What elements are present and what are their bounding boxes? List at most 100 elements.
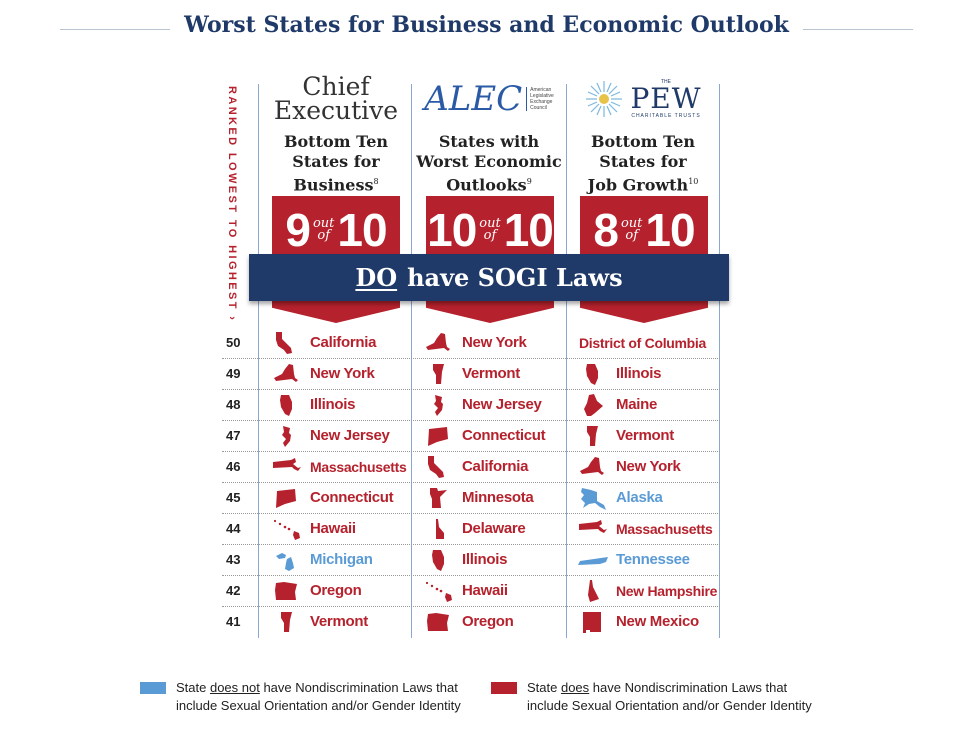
state-name: Connecticut xyxy=(462,427,546,444)
table-row: 42 Oregon Hawaii New Hampshire xyxy=(222,575,720,606)
row-divider xyxy=(222,451,720,452)
score-jobs: 8 out of 10 xyxy=(593,204,695,256)
state-cell: Vermont xyxy=(272,606,368,637)
state-cell: New York xyxy=(578,451,681,482)
massachusetts-shape-icon xyxy=(578,517,608,541)
state-cell: New York xyxy=(424,327,527,358)
rank-number: 45 xyxy=(226,490,241,505)
state-cell: New York xyxy=(272,358,375,389)
row-divider xyxy=(222,389,720,390)
state-cell: District of Columbia xyxy=(579,327,706,358)
column-divider xyxy=(719,84,720,638)
oregon-shape-icon xyxy=(272,579,302,603)
state-name: Vermont xyxy=(310,613,368,630)
rank-number: 42 xyxy=(226,583,241,598)
column-heading-outlook: States with Worst Economic Outlooks9 xyxy=(416,132,562,195)
state-cell: Tennessee xyxy=(578,544,690,575)
state-cell: Vermont xyxy=(578,420,674,451)
table-row: 41 Vermont Oregon New Mexico xyxy=(222,606,720,637)
state-cell: California xyxy=(424,451,528,482)
illinois-shape-icon xyxy=(424,548,454,572)
state-name: Illinois xyxy=(310,396,356,413)
sogi-banner: DO have SOGI Laws xyxy=(249,254,729,301)
row-divider xyxy=(222,482,720,483)
california-shape-icon xyxy=(272,331,302,355)
state-name: New Mexico xyxy=(616,613,699,630)
table-row: 49 New York Vermont Illinois xyxy=(222,358,720,389)
row-divider xyxy=(222,544,720,545)
state-name: District of Columbia xyxy=(579,334,707,351)
state-name: Oregon xyxy=(310,582,362,599)
pew-logo: THE PEW CHARITABLE TRUSTS xyxy=(567,70,719,128)
column-divider xyxy=(566,84,567,638)
state-name: New Hampshire xyxy=(616,582,718,599)
state-cell: New Hampshire xyxy=(578,575,717,606)
massachusetts-shape-icon xyxy=(272,455,302,479)
rank-number: 43 xyxy=(226,552,241,567)
rank-axis-label: RANKED LOWEST TO HIGHEST › xyxy=(226,86,238,323)
table-row: 45 Connecticut Minnesota Alaska xyxy=(222,482,720,513)
illinois-shape-icon xyxy=(272,393,302,417)
rank-number: 50 xyxy=(226,335,241,350)
state-cell: Michigan xyxy=(272,544,373,575)
rank-number: 47 xyxy=(226,428,241,443)
state-cell: New Jersey xyxy=(424,389,542,420)
table-row: 43 Michigan Illinois Tennessee xyxy=(222,544,720,575)
state-name: Delaware xyxy=(462,520,526,537)
legend-swatch-blue xyxy=(140,682,166,694)
state-name: Massachusetts xyxy=(616,520,713,537)
column-divider xyxy=(411,84,412,638)
state-name: Hawaii xyxy=(310,520,356,537)
column-heading-jobs: Bottom Ten States for Job Growth10 xyxy=(587,132,699,195)
vermont-shape-icon xyxy=(424,362,454,386)
table-row: 50 California New York District of Columbia xyxy=(222,327,720,358)
page-title: Worst States for Business and Economic O… xyxy=(0,12,973,38)
state-name: Vermont xyxy=(462,365,520,382)
state-name: Minnesota xyxy=(462,489,534,506)
state-cell: Massachusetts xyxy=(272,451,407,482)
state-cell: California xyxy=(272,327,376,358)
row-divider xyxy=(222,575,720,576)
new-york-shape-icon xyxy=(424,331,454,355)
illinois-shape-icon xyxy=(578,362,608,386)
rank-number: 48 xyxy=(226,397,241,412)
row-divider xyxy=(222,513,720,514)
state-name: Vermont xyxy=(616,427,674,444)
title-rule-right xyxy=(763,29,913,30)
state-name: California xyxy=(310,334,377,351)
row-divider xyxy=(222,420,720,421)
row-divider xyxy=(222,606,720,607)
state-name: Maine xyxy=(616,396,658,413)
state-name: Connecticut xyxy=(310,489,394,506)
delaware-shape-icon xyxy=(424,517,454,541)
legend-item-has-law: State does have Nondiscrimination Laws t… xyxy=(491,679,812,715)
title-rule-left xyxy=(60,29,210,30)
state-cell: Illinois xyxy=(424,544,507,575)
california-shape-icon xyxy=(424,455,454,479)
state-name: Michigan xyxy=(310,551,373,568)
state-name: Hawaii xyxy=(462,582,508,599)
state-name: New Jersey xyxy=(310,427,390,444)
alaska-shape-icon xyxy=(578,486,608,510)
column-heading-business: Bottom Ten States for Business8 xyxy=(283,132,389,195)
michigan-shape-icon xyxy=(272,548,302,572)
state-cell: Illinois xyxy=(272,389,355,420)
state-name: Illinois xyxy=(616,365,662,382)
rank-number: 49 xyxy=(226,366,241,381)
legend-swatch-red xyxy=(491,682,517,694)
state-cell: Minnesota xyxy=(424,482,534,513)
new-hampshire-shape-icon xyxy=(578,579,608,603)
state-cell: Illinois xyxy=(578,358,661,389)
state-cell: Oregon xyxy=(272,575,362,606)
state-cell: Vermont xyxy=(424,358,520,389)
maine-shape-icon xyxy=(578,393,608,417)
state-cell: New Mexico xyxy=(578,606,699,637)
chief-executive-logo: Chief Executive xyxy=(273,72,399,125)
hawaii-shape-icon xyxy=(424,579,454,603)
state-name: New York xyxy=(616,458,681,475)
state-cell: New Jersey xyxy=(272,420,390,451)
state-cell: Hawaii xyxy=(272,513,356,544)
new-york-shape-icon xyxy=(578,455,608,479)
state-name: New Jersey xyxy=(462,396,542,413)
rank-number: 41 xyxy=(226,614,241,629)
